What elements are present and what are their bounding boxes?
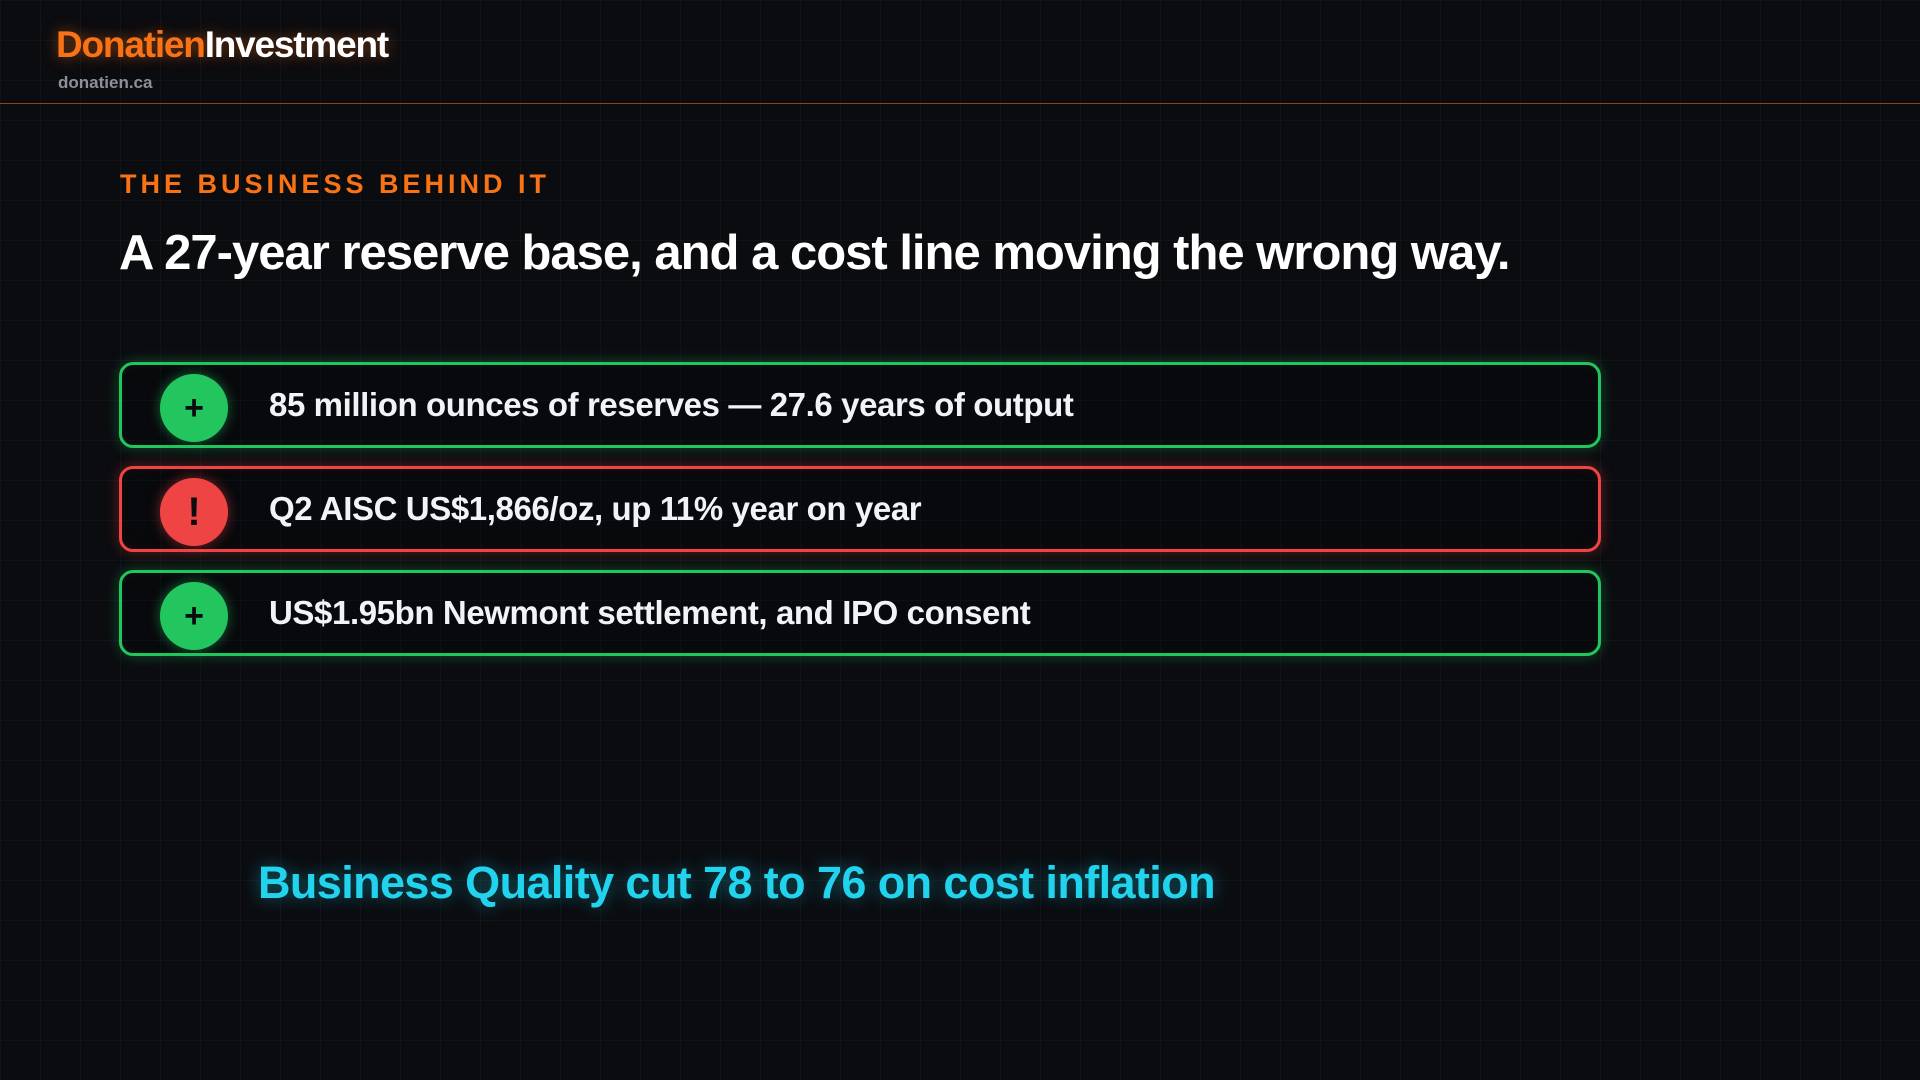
key-point-text: Q2 AISC US$1,866/oz, up 11% year on year bbox=[269, 490, 922, 527]
key-point-text: US$1.95bn Newmont settlement, and IPO co… bbox=[269, 594, 1031, 631]
brand-name-secondary: Investment bbox=[204, 24, 390, 65]
key-points-list: + 85 million ounces of reserves — 27.6 y… bbox=[119, 362, 1601, 674]
section-eyebrow: THE BUSINESS BEHIND IT bbox=[120, 169, 551, 199]
brand-site: donatien.ca bbox=[58, 73, 153, 92]
slide-title: A 27-year reserve base, and a cost line … bbox=[119, 226, 1510, 280]
brand-name-primary: Donatien bbox=[56, 24, 206, 65]
key-point-aisc: ! Q2 AISC US$1,866/oz, up 11% year on ye… bbox=[119, 466, 1601, 552]
brand-logo[interactable]: DonatienInvestment bbox=[56, 24, 390, 66]
plus-icon: + bbox=[160, 582, 228, 650]
plus-icon: + bbox=[160, 374, 228, 442]
verdict-text: Business Quality cut 78 to 76 on cost in… bbox=[258, 857, 1216, 908]
exclamation-icon: ! bbox=[160, 478, 228, 546]
key-point-settlement: + US$1.95bn Newmont settlement, and IPO … bbox=[119, 570, 1601, 656]
key-point-reserves: + 85 million ounces of reserves — 27.6 y… bbox=[119, 362, 1601, 448]
header-bar: DonatienInvestment donatien.ca bbox=[0, 0, 1920, 104]
key-point-text: 85 million ounces of reserves — 27.6 yea… bbox=[269, 386, 1074, 423]
